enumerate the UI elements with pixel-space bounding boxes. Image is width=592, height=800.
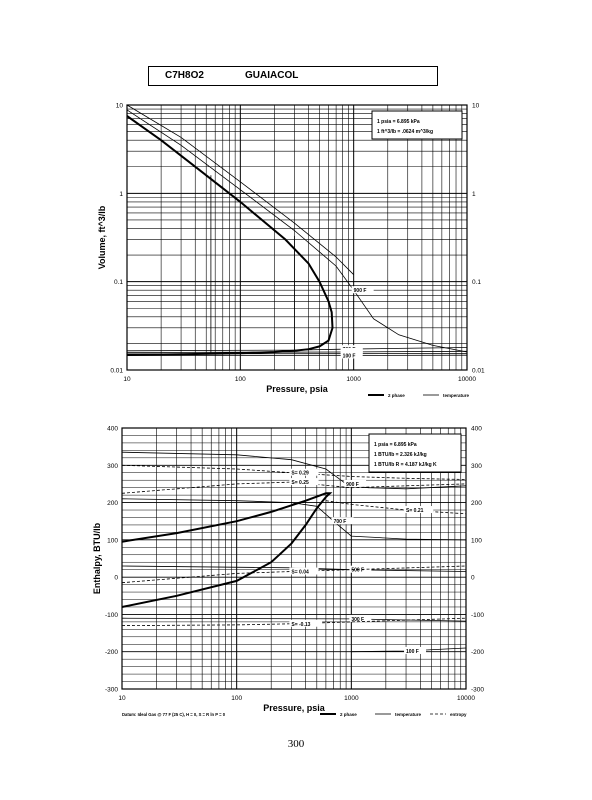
y-right-tick-label: 0 [471, 575, 475, 582]
series-label: 100 F [343, 353, 356, 359]
title-box: C7H8O2 GUAIACOL [148, 66, 438, 86]
datum-footnote: Datum: Ideal Gas @ 77 F (25 C), H = 0, S… [122, 712, 226, 717]
page-number: 300 [287, 738, 305, 750]
series-label: S= 0.29 [291, 471, 309, 477]
y-tick-label: 1 [119, 191, 123, 198]
series-label-bg [349, 565, 372, 573]
series-entropy-line [325, 500, 467, 515]
series-label-bg [289, 468, 319, 476]
x-tick-label: 1000 [346, 376, 361, 383]
series-label-bg [289, 567, 319, 575]
x-axis-label: Pressure, psia [263, 703, 326, 713]
legend-label: 2 phase [340, 712, 357, 717]
y-right-tick-label: 10 [472, 103, 480, 110]
series-label: 300 F [351, 617, 364, 623]
series-label: 100 F [406, 649, 419, 655]
x-axis-label: Pressure, psia [266, 384, 329, 394]
series-label-bg [340, 351, 363, 359]
y-tick-label: 10 [116, 103, 124, 110]
y-right-tick-label: 200 [471, 500, 482, 507]
legend-label: entropy [450, 712, 467, 717]
y-right-tick-label: 0.1 [472, 279, 481, 286]
series-label: 900 F [354, 288, 367, 294]
series-entropy-line [121, 617, 467, 626]
series-label: S= 0.21 [406, 508, 424, 514]
y-axis-label: Enthalpy, BTU/lb [92, 522, 102, 594]
series-label: 700 F [334, 519, 347, 525]
series-label-bg [331, 517, 354, 525]
y-right-tick-label: -200 [471, 649, 484, 656]
y-tick-label: 0 [114, 575, 118, 582]
legend-label: temperature [395, 712, 422, 717]
series-entropy-line [121, 464, 467, 480]
series-2phase-line [121, 492, 333, 608]
y-tick-label: -200 [105, 649, 118, 656]
series-label: 500 F [351, 568, 364, 574]
x-tick-label: 10 [123, 376, 131, 383]
y-tick-label: 100 [107, 537, 118, 544]
units-note: 1 psia = 6.895 kPa [374, 442, 417, 448]
x-tick-label: 100 [231, 695, 242, 702]
units-note-box [371, 110, 463, 140]
series-label-bg [289, 478, 319, 486]
y-right-tick-label: 0.01 [472, 368, 485, 375]
units-note: 1 BTU/lb = 2.326 kJ/kg [374, 452, 427, 458]
series-temperature-line [126, 109, 468, 353]
y-right-tick-label: 400 [471, 426, 482, 433]
y-right-tick-label: 300 [471, 463, 482, 470]
y-tick-label: 0.1 [114, 279, 123, 286]
y-right-tick-label: -300 [471, 687, 484, 694]
x-tick-label: 10000 [457, 695, 475, 702]
series-label-bg [404, 506, 434, 514]
y-right-tick-label: 1 [472, 191, 476, 198]
series-label-bg [349, 614, 372, 622]
series-temperature-line [126, 347, 468, 352]
x-tick-label: 10000 [458, 376, 476, 383]
x-tick-label: 1000 [344, 695, 359, 702]
y-right-tick-label: 100 [471, 537, 482, 544]
units-note: 1 ft^3/lb = .0624 m^3/kg [377, 129, 433, 135]
series-label-bg [351, 286, 374, 294]
plot-frame [121, 427, 467, 690]
compound-formula: C7H8O2 [165, 70, 204, 81]
y-tick-label: -100 [105, 612, 118, 619]
series-label-bg [289, 619, 323, 627]
series-label: S= -0.13 [291, 622, 310, 628]
y-right-tick-label: -100 [471, 612, 484, 619]
series-label: S= 0.04 [291, 570, 309, 576]
x-tick-label: 100 [235, 376, 246, 383]
y-axis-label: Volume, ft^3/lb [97, 205, 107, 269]
y-tick-label: 200 [107, 500, 118, 507]
series-label: S= 0.25 [291, 480, 309, 486]
series-label: 900 F [346, 482, 359, 488]
legend-label: 2 phase [388, 393, 405, 398]
series-temperature-line [121, 565, 467, 572]
x-tick-label: 10 [118, 695, 126, 702]
series-temperature-line [121, 498, 467, 541]
series-entropy-line [121, 565, 467, 584]
chart-enthalpy: 900 F 700 F 500 F 300 F 100 F S= 0.29 S= 0.25 S… [92, 426, 484, 718]
series-temperature-line [126, 352, 468, 355]
units-note: 1 psia = 6.895 kPa [377, 119, 420, 125]
y-tick-label: 300 [107, 463, 118, 470]
series-temperature-line [126, 104, 354, 275]
plot-frame [126, 104, 468, 371]
units-note-box [368, 433, 462, 473]
series-2phase-line [126, 115, 334, 356]
y-tick-label: 400 [107, 426, 118, 433]
series-label-bg [344, 479, 367, 487]
legend-label: temperature [443, 393, 470, 398]
compound-name: GUAIACOL [245, 70, 299, 81]
units-note: 1 BTU/lb R = 4.187 kJ/kg K [374, 462, 437, 468]
series-temperature-line [121, 451, 467, 490]
series-entropy-line [121, 481, 467, 494]
y-tick-label: 0.01 [110, 368, 123, 375]
series-label-bg [404, 646, 427, 654]
y-tick-label: -300 [105, 687, 118, 694]
